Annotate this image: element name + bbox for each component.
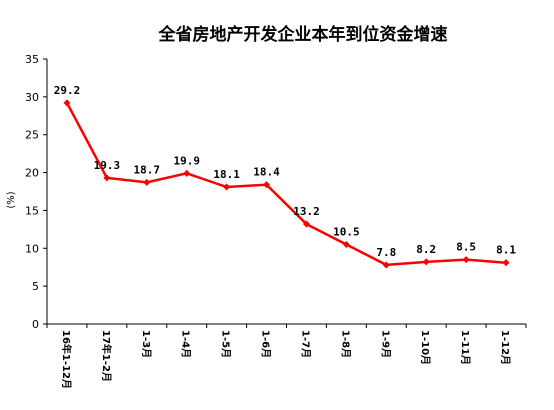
y-tick-label: 20 — [25, 167, 39, 180]
data-label: 10.5 — [333, 226, 360, 239]
x-tick-label: 1-7月 — [299, 330, 311, 358]
y-tick-label: 10 — [25, 242, 39, 255]
data-point-marker — [502, 259, 510, 267]
x-tick-label: 1-8月 — [339, 330, 351, 358]
series-group — [63, 99, 510, 269]
data-label: 18.1 — [213, 168, 240, 181]
x-tick-label: 1-3月 — [140, 330, 152, 358]
data-point-marker — [223, 183, 231, 191]
chart-title: 全省房地产开发企业本年到位资金增速 — [158, 24, 448, 45]
axes — [46, 59, 526, 325]
data-label: 19.3 — [94, 159, 121, 172]
data-point-marker — [183, 169, 191, 177]
data-labels: 29.2 19.3 18.7 19.9 18.1 18.4 13.2 10.5 7.8 8.2 8.… — [54, 84, 517, 259]
y-tick-label: 25 — [25, 129, 39, 142]
y-tick-label: 35 — [25, 53, 39, 66]
y-tick-label: 0 — [32, 318, 39, 331]
data-label: 29.2 — [54, 84, 81, 97]
data-label: 8.5 — [456, 241, 476, 254]
data-point-marker — [103, 174, 111, 182]
data-label: 8.1 — [496, 244, 516, 257]
data-point-marker — [263, 181, 271, 189]
data-label: 7.8 — [376, 246, 396, 259]
data-label: 13.2 — [293, 205, 320, 218]
data-label: 19.9 — [173, 154, 200, 167]
x-tick-label: 1-10月 — [419, 330, 431, 365]
y-tick-label: 5 — [32, 280, 39, 293]
series-line — [65, 102, 507, 267]
y-axis-ticks: 0 5 10 15 20 25 30 35 — [25, 53, 47, 331]
x-tick-label: 16年1-12月 — [60, 330, 73, 389]
x-axis-ticks: 16年1-12月 17年1-2月 1-3月 1-4月 1-5月 1-6月 1-7月 1-8月 1… — [46, 324, 527, 389]
x-tick-label: 1-5月 — [220, 330, 232, 358]
data-point-marker — [143, 178, 151, 186]
y-axis-title: (%) — [6, 191, 17, 208]
x-tick-label: 1-12月 — [499, 330, 511, 365]
x-tick-label: 1-9月 — [379, 330, 391, 358]
y-tick-label: 15 — [25, 204, 39, 217]
data-label: 18.7 — [134, 163, 161, 176]
data-point-marker — [302, 220, 310, 228]
data-point-marker — [63, 99, 71, 107]
x-tick-label: 1-11月 — [459, 330, 471, 365]
data-label: 8.2 — [416, 243, 436, 256]
data-point-marker — [382, 261, 390, 269]
x-tick-label: 17年1-2月 — [100, 330, 113, 382]
data-point-marker — [422, 258, 430, 266]
data-point-marker — [462, 256, 470, 264]
x-tick-label: 1-4月 — [180, 330, 192, 358]
data-label: 18.4 — [253, 166, 280, 179]
data-point-marker — [342, 241, 350, 248]
y-tick-label: 30 — [25, 91, 39, 104]
x-tick-label: 1-6月 — [260, 330, 272, 358]
